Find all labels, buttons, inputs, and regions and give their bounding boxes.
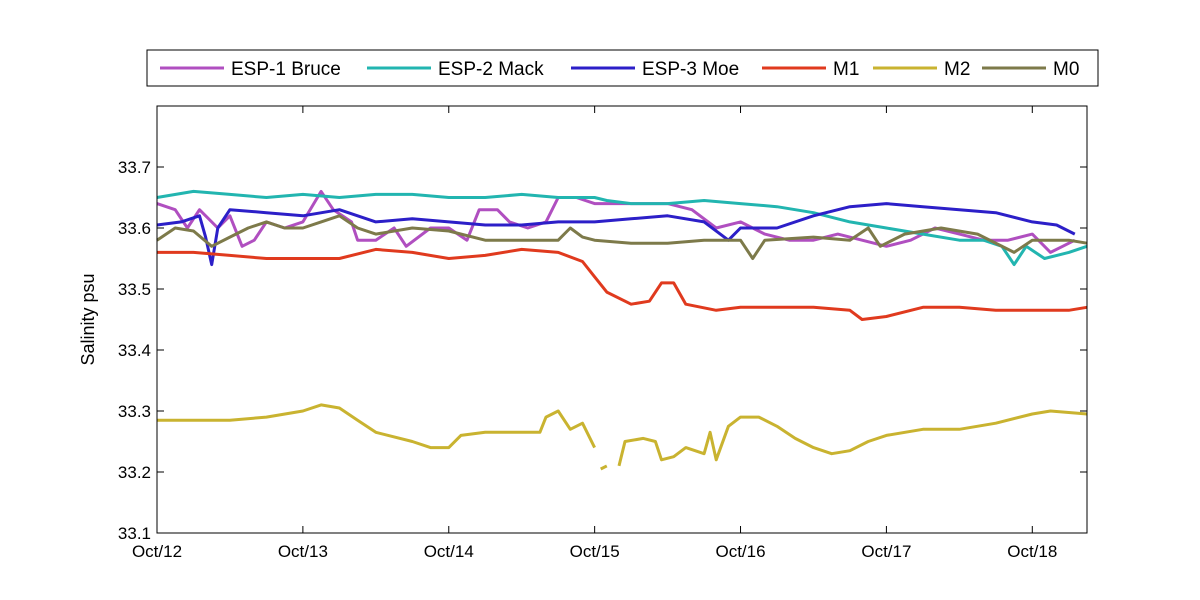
x-tick-label: Oct/14 [424, 542, 474, 561]
x-tick-label: Oct/16 [715, 542, 765, 561]
y-tick-label: 33.1 [118, 524, 151, 543]
x-tick-label: Oct/18 [1007, 542, 1057, 561]
y-tick-label: 33.7 [118, 158, 151, 177]
x-tick-label: Oct/17 [861, 542, 911, 561]
chart-legend: ESP-1 Bruce ESP-2 Mack ESP-3 Moe M1 M2 M0 [146, 49, 1099, 87]
x-tick-label: Oct/13 [278, 542, 328, 561]
legend-label-4: M1 [833, 59, 859, 80]
legend-label-6: M0 [1053, 59, 1079, 80]
legend-label-2: ESP-2 Mack [438, 59, 544, 80]
plot-area-frame [156, 105, 1088, 534]
legend-label-1: ESP-1 Bruce [231, 59, 341, 80]
legend-label-3: ESP-3 Moe [642, 59, 739, 80]
series-line-4 [157, 247, 1088, 321]
y-tick-label: 33.4 [118, 341, 151, 360]
series-line-3 [156, 202, 1076, 267]
y-tick-label: 33.5 [118, 280, 151, 299]
y-tick-label: 33.2 [118, 463, 151, 482]
y-axis: 33.1 33.2 33.3 33.4 33.5 33.6 33.7 [118, 158, 1087, 543]
series-line-5 [157, 403, 1088, 471]
y-tick-label: 33.3 [118, 402, 151, 421]
y-tick-label: 33.6 [118, 219, 151, 238]
x-tick-label: Oct/15 [570, 542, 620, 561]
x-tick-label: Oct/12 [132, 542, 182, 561]
series-line-6 [156, 214, 1088, 260]
y-axis-label: Salinity psu [78, 273, 98, 365]
series-layer [156, 189, 1088, 471]
x-axis: Oct/12 Oct/13 Oct/14 Oct/15 Oct/16 Oct/17 Oct/… [132, 106, 1057, 561]
legend-label-5: M2 [944, 59, 970, 80]
